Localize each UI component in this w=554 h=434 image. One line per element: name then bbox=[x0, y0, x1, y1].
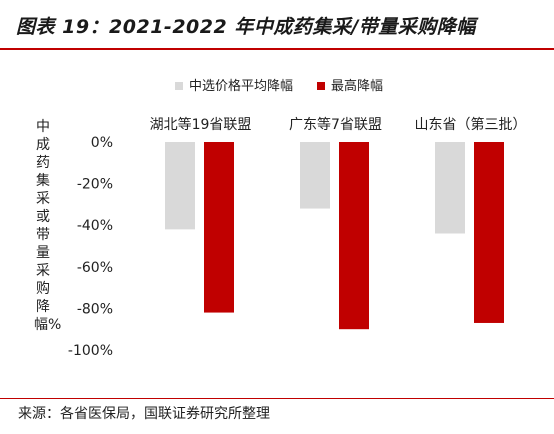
source-divider bbox=[0, 398, 554, 399]
bar-chart: 0% -20% -40% -60% -80% -100% 中选价格平均降幅 最高降幅湖北等19… bbox=[68, 78, 527, 359]
bar bbox=[300, 142, 330, 209]
legend-swatch bbox=[175, 82, 183, 90]
legend-label: 中选价格平均降幅 bbox=[189, 78, 293, 94]
category-label: 广东等7省联盟 bbox=[289, 116, 382, 133]
bar bbox=[339, 142, 369, 330]
bar bbox=[204, 142, 234, 313]
legend-label: 最高降幅 bbox=[331, 78, 383, 94]
source-note: 来源：各省医保局，国联证券研究所整理 bbox=[18, 406, 270, 422]
category-label: 湖北等19省联盟 bbox=[150, 116, 252, 133]
category-label: 山东省（第三批） bbox=[415, 116, 527, 133]
y-tick-label: -80% bbox=[77, 301, 113, 317]
bar bbox=[165, 142, 195, 230]
legend-swatch bbox=[317, 82, 325, 90]
y-tick-label: -60% bbox=[77, 260, 113, 276]
y-tick-label: -40% bbox=[77, 218, 113, 234]
title-divider bbox=[0, 48, 554, 50]
bar bbox=[474, 142, 504, 323]
y-tick-label: 0% bbox=[91, 135, 113, 151]
y-tick-label: -100% bbox=[68, 343, 113, 359]
chart-title: 图表 19：2021-2022 年中成药集采/带量采购降幅 bbox=[16, 16, 476, 38]
bar bbox=[435, 142, 465, 234]
y-tick-label: -20% bbox=[77, 177, 113, 193]
